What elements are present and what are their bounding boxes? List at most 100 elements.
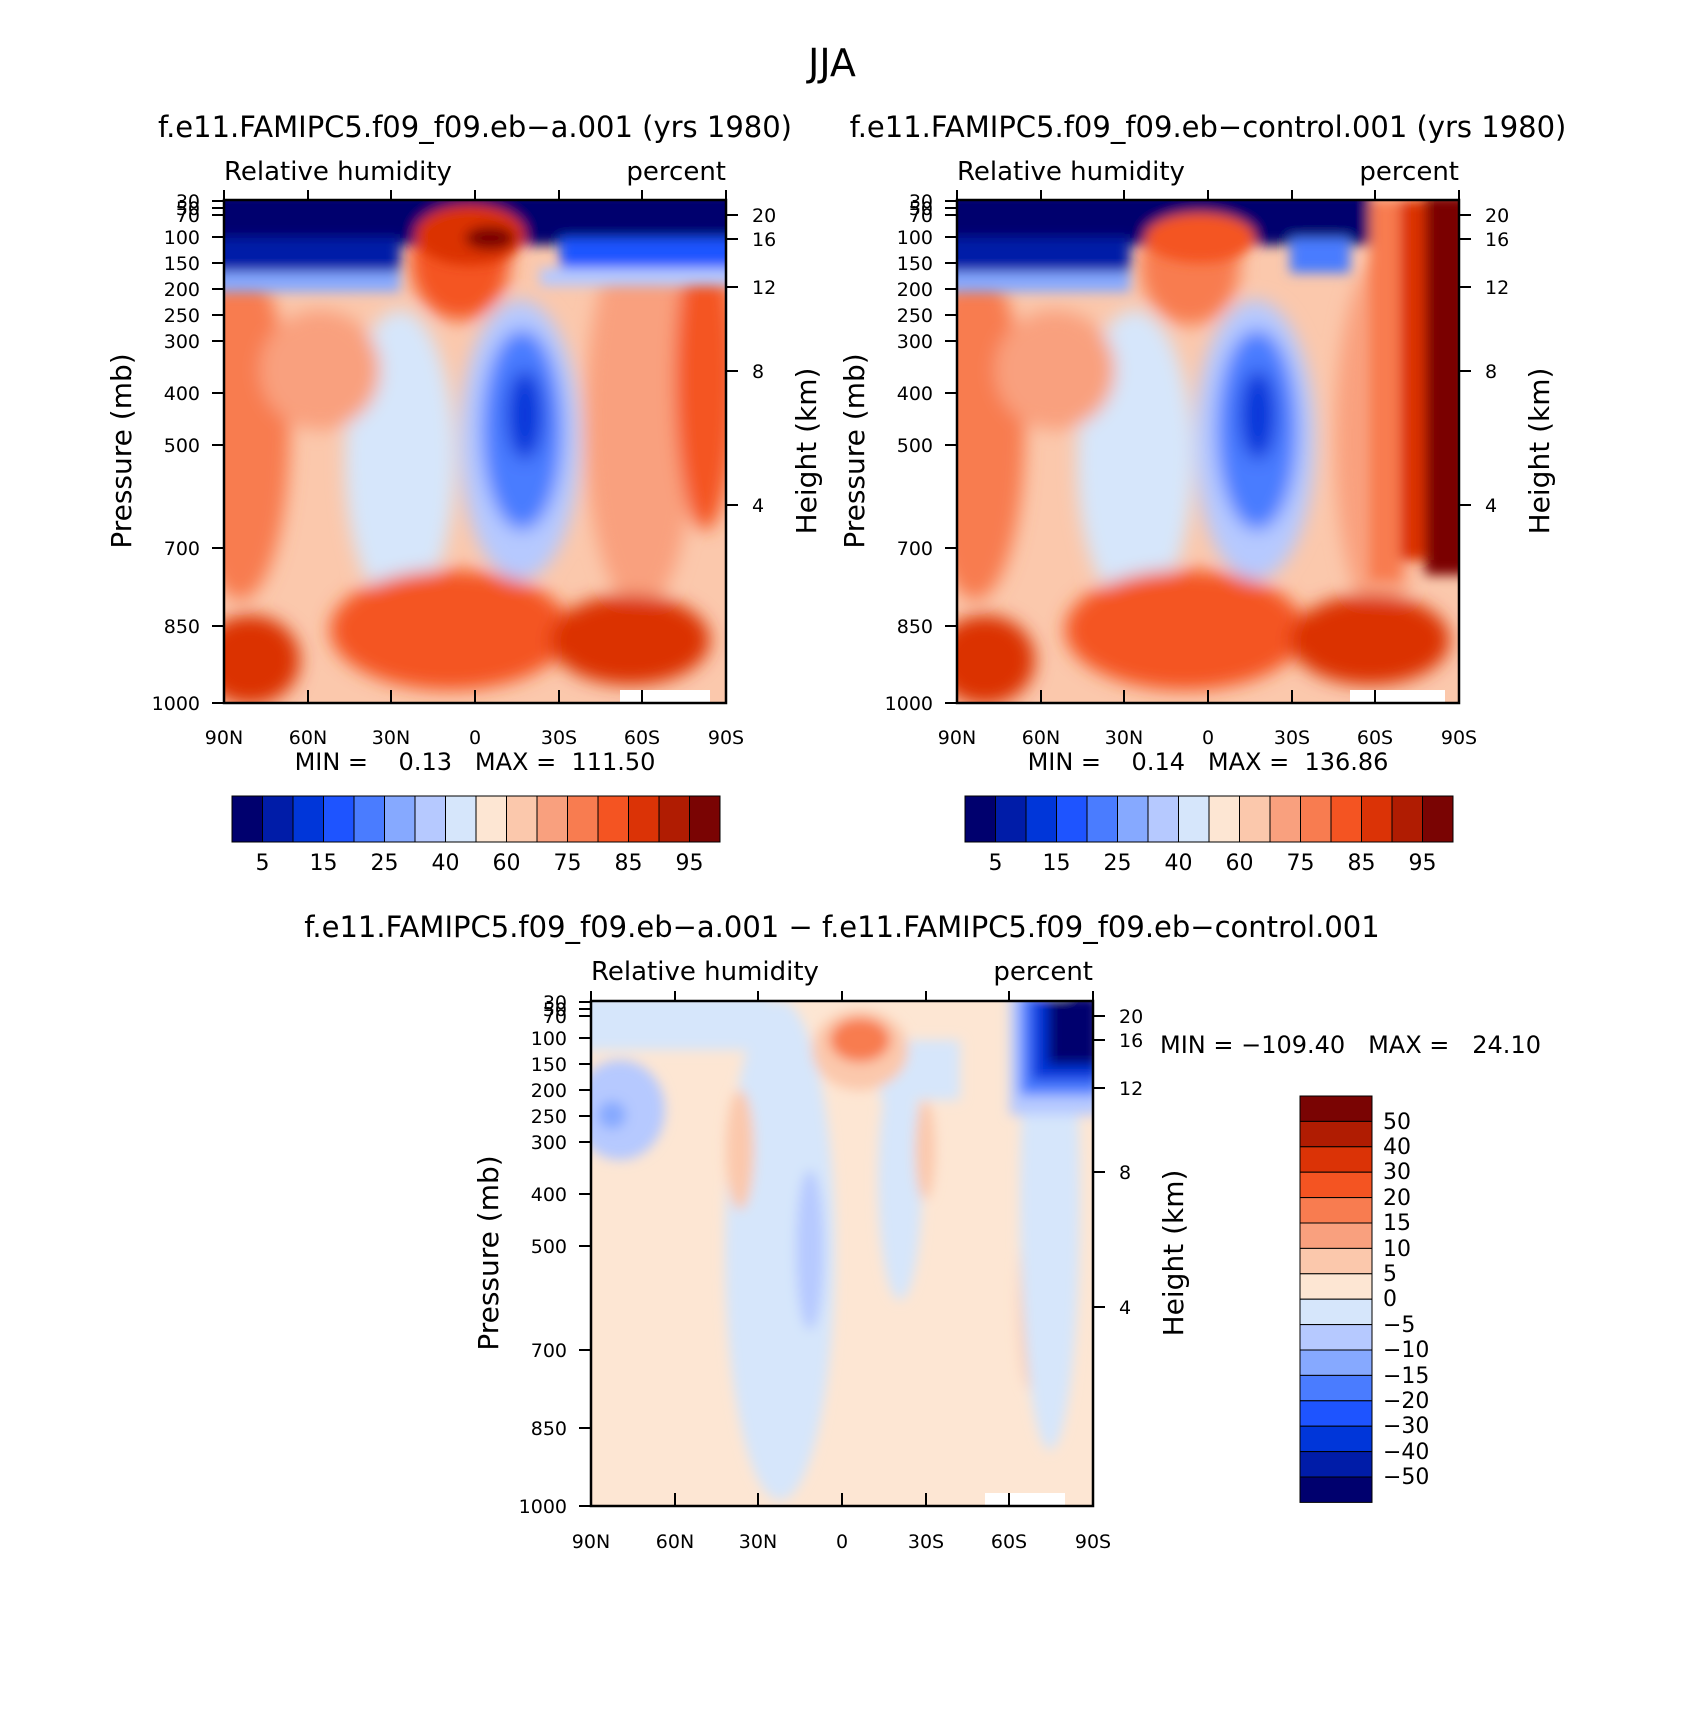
panel-1-colorbar-box [292, 795, 324, 843]
panel-2-missing-data [1350, 690, 1445, 703]
panel-3-y-tick-label: 500 [531, 1236, 567, 1258]
panel-3-variable-label: Relative humidity [591, 957, 819, 987]
panel-3-x-ticks [590, 991, 1094, 1506]
panel-2-sh-subtropic-core [1240, 370, 1276, 460]
panel-3-colorbar-label: 0 [1383, 1287, 1397, 1312]
panel-3-pos-streak [915, 1100, 935, 1200]
panel-3-x-tick-label: 30S [908, 1531, 944, 1553]
panel-2-nh-upper-dry [957, 238, 1130, 278]
panel-1-height-tick-label: 4 [752, 495, 764, 517]
panel-3-colorbar-label: 15 [1383, 1211, 1411, 1236]
panel-2-x-tick-label: 0 [1202, 727, 1214, 749]
panel-3-height-tick-label: 16 [1119, 1030, 1143, 1052]
panel-1-colorbar-box [475, 795, 507, 843]
panel-1-title: f.e11.FAMIPC5.f09_f09.eb−a.001 (yrs 1980… [158, 110, 792, 144]
panel-2-y-tick-label: 100 [897, 227, 933, 249]
panel-2-colorbar-box [1178, 795, 1210, 843]
panel-3-x-tick-label: 60N [656, 1531, 694, 1553]
panel-3-colorbar [1299, 1095, 1373, 1503]
panel-3-y-tick-label: 200 [531, 1080, 567, 1102]
panel-1-height-tick-label: 8 [752, 361, 764, 383]
panel-2-arctic-moist [957, 260, 1025, 600]
panel-2-height-tick-label: 8 [1485, 361, 1497, 383]
panel-2-colorbar-box [1239, 795, 1271, 843]
panel-3-height-tick-label: 20 [1119, 1006, 1143, 1028]
panel-2-field [957, 200, 1459, 703]
panel-3-height-tick-label: 4 [1119, 1297, 1131, 1319]
panel-2-colorbar-box [1025, 795, 1057, 843]
panel-2-y-tick-label: 30 [909, 191, 933, 213]
panel-1-x-tick-label: 90N [205, 727, 243, 749]
panel-2-colorbar-box [1300, 795, 1332, 843]
panel-2-variable-label: Relative humidity [957, 157, 1185, 187]
panel-2-y-tick-label: 200 [897, 279, 933, 301]
panel-1-ylabel: Pressure (mb) [105, 353, 138, 548]
panel-2-nh-midlat [995, 310, 1115, 430]
panel-3-y-tick-label: 850 [531, 1418, 567, 1440]
panel-2-colorbar-label: 75 [1287, 851, 1315, 876]
panel-1-x-tick-label: 30N [372, 727, 410, 749]
panel-3-colorbar-label: −10 [1383, 1338, 1429, 1363]
panel-2-colorbar-box [1117, 795, 1149, 843]
panel-1-colorbar-box [597, 795, 629, 843]
panel-2-min-max: MIN = 0.14 MAX = 136.86 [1028, 748, 1389, 776]
panel-3: f.e11.FAMIPC5.f09_f09.eb−a.001 − f.e11.F… [304, 910, 1541, 1553]
panel-1-antarctic [675, 230, 726, 530]
panel-1-x-tick-label: 30S [541, 727, 577, 749]
panel-3-colorbar-box [1299, 1095, 1373, 1122]
panel-2-y-tick-label: 850 [897, 616, 933, 638]
panel-3-y-tick-label: 300 [531, 1132, 567, 1154]
panel-1-y-tick-label: 200 [164, 279, 200, 301]
panel-3-ylabel: Pressure (mb) [472, 1155, 505, 1350]
panel-2-y-tick-label: 150 [897, 253, 933, 275]
panel-3-colorbar-box [1299, 1146, 1373, 1173]
panel-2-x-tick-label: 90S [1441, 727, 1477, 749]
panel-1-y-tick-label: 50 [176, 198, 200, 220]
panel-1-field [224, 200, 726, 703]
panel-3-x-tick-label: 0 [836, 1531, 848, 1553]
panel-2-ttl-core [1145, 213, 1255, 263]
panel-3-sh-trop-neg [878, 1060, 922, 1300]
panel-2-colorbar [964, 795, 1454, 843]
panel-1-x-ticks [223, 190, 727, 703]
panel-1: f.e11.FAMIPC5.f09_f09.eb−a.001 (yrs 1980… [105, 110, 823, 876]
panel-3-colorbar-box [1299, 1120, 1373, 1148]
panel-2: f.e11.FAMIPC5.f09_f09.eb−control.001 (yr… [838, 110, 1566, 876]
panel-3-colorbar-box [1299, 1349, 1373, 1376]
panel-2-antarctic-mid [1400, 200, 1425, 560]
panel-3-missing-data [985, 1493, 1065, 1506]
panel-3-x-tick-label: 90N [572, 1531, 610, 1553]
panel-3-y-tick-label: 700 [531, 1340, 567, 1362]
panel-2-x-tick-label: 60N [1022, 727, 1060, 749]
panel-1-y-tick-label: 300 [164, 331, 200, 353]
panel-1-y-tick-label: 150 [164, 253, 200, 275]
panel-3-y-tick-label: 400 [531, 1184, 567, 1206]
panel-1-colorbar-box [628, 795, 660, 843]
panel-3-y2label: Height (km) [1157, 1170, 1190, 1337]
panel-1-sh-upper-dry [560, 238, 726, 273]
panel-3-colorbar-box [1299, 1476, 1373, 1503]
panel-3-colorbar-label: −30 [1383, 1414, 1429, 1439]
panel-1-sh-subtropic-core [507, 370, 543, 460]
panel-2-antarctic-outer [1370, 200, 1400, 580]
panel-3-title: f.e11.FAMIPC5.f09_f09.eb−a.001 − f.e11.F… [304, 910, 1379, 944]
panel-3-units-label: percent [993, 957, 1093, 987]
panel-1-colorbar-box [536, 795, 568, 843]
panel-1-colorbar-box [445, 795, 477, 843]
panel-3-colorbar-box [1299, 1273, 1373, 1300]
panel-1-colorbar-box [567, 795, 599, 843]
panel-3-height-tick-label: 12 [1119, 1078, 1143, 1100]
panel-3-y-tick-label: 1000 [519, 1496, 567, 1518]
panel-2-arctic-bl [957, 615, 1035, 703]
panel-1-y-tick-label: 1000 [152, 693, 200, 715]
panel-3-x-tick-label: 90S [1075, 1531, 1111, 1553]
panel-2-height-tick-label: 20 [1485, 205, 1509, 227]
panel-1-variable-label: Relative humidity [224, 157, 452, 187]
panel-3-colorbar-label: −40 [1383, 1440, 1429, 1465]
panel-2-colorbar-label: 15 [1043, 851, 1071, 876]
panel-3-colorbar-box [1299, 1247, 1373, 1275]
panel-1-colorbar-box [323, 795, 355, 843]
panel-2-y-tick-label: 250 [897, 305, 933, 327]
panel-3-nh-upper-neg [591, 1001, 770, 1050]
